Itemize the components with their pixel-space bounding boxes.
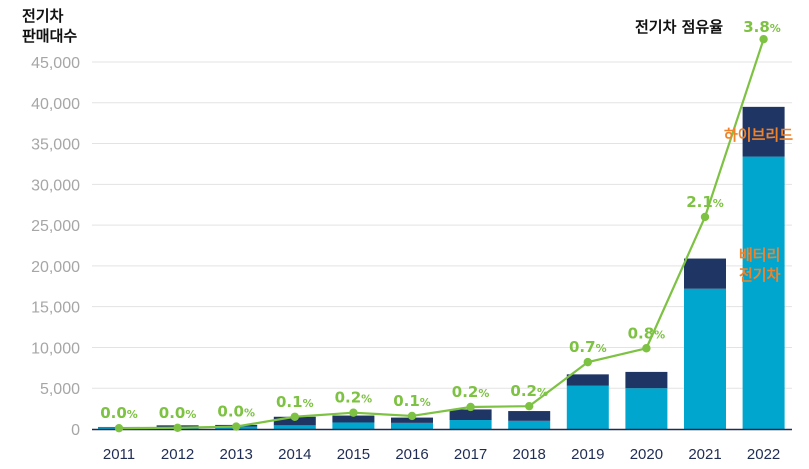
share-label: 0.0%	[100, 404, 138, 422]
hybrid-series-label: 하이브리드	[724, 126, 793, 144]
share-label: 2.1%	[686, 193, 724, 211]
bar-segment	[273, 416, 316, 426]
gridlines	[92, 61, 792, 389]
y-axis-label-line2: 판매대수	[22, 27, 77, 45]
share-label: 0.0%	[217, 403, 255, 421]
share-point	[232, 422, 241, 431]
bar-segment	[273, 425, 316, 429]
bar-segment	[625, 371, 668, 389]
share-point	[642, 344, 651, 353]
x-tick-label: 2018	[513, 446, 546, 463]
y-tick-label: 20,000	[31, 259, 80, 276]
y-tick-label: 30,000	[31, 177, 80, 194]
x-tick-label: 2022	[747, 446, 780, 463]
y-tick-label: 0	[71, 422, 80, 439]
share-label: 0.2%	[452, 383, 490, 401]
bar-segment	[566, 385, 609, 429]
x-tick-label: 2012	[161, 446, 194, 463]
y-tick-label: 10,000	[31, 340, 80, 357]
bar-segment	[391, 417, 433, 423]
share-label: 0.1%	[276, 393, 314, 411]
share-line	[114, 34, 768, 433]
share-point	[583, 357, 592, 367]
bar-segment	[449, 420, 492, 429]
x-axis-ticks: 2011 2012 2013 2014 2015 2016 2017 2018 2019 2020…	[103, 446, 780, 463]
bar-segment	[684, 288, 726, 429]
share-point	[173, 423, 182, 432]
y-tick-label: 25,000	[31, 218, 80, 235]
share-point	[759, 34, 768, 44]
x-tick-label: 2017	[454, 446, 487, 463]
share-label: 3.8%	[743, 18, 781, 36]
x-tick-label: 2014	[278, 446, 311, 463]
share-label: 0.1%	[393, 392, 431, 410]
x-tick-label: 2011	[103, 446, 135, 463]
y-tick-label: 45,000	[31, 55, 80, 72]
bar-segment	[625, 388, 668, 429]
share-labels: 0.0% 0.0% 0.0% 0.1% 0.2% 0.1% 0.2% 0.2% 0.7% 0.8%…	[100, 18, 781, 422]
bar-segment	[332, 422, 375, 429]
y-tick-label: 15,000	[31, 300, 80, 317]
bar-segment	[566, 374, 609, 386]
share-label: 0.2%	[335, 389, 373, 407]
x-tick-label: 2021	[688, 446, 721, 463]
bar-segment	[684, 258, 726, 289]
x-tick-label: 2019	[571, 446, 604, 463]
share-line-path	[118, 38, 765, 430]
share-point	[525, 401, 534, 411]
bev-series-label-line1: 배터리	[739, 246, 780, 264]
y-tick-label: 35,000	[31, 137, 80, 154]
share-label: 0.7%	[569, 338, 607, 356]
bar-segment	[508, 420, 551, 429]
y-axis-label-line1: 전기차	[22, 7, 64, 25]
bar-segment	[391, 422, 433, 429]
share-point	[407, 411, 417, 421]
y-tick-label: 5,000	[40, 381, 80, 398]
share-point	[700, 212, 710, 222]
bar-segment	[742, 106, 785, 157]
share-line-title: 전기차 점유율	[635, 18, 723, 36]
bar-segment	[742, 156, 785, 430]
share-label: 0.2%	[510, 382, 548, 400]
share-label: 0.0%	[159, 404, 197, 422]
share-label: 0.8%	[628, 324, 666, 342]
y-tick-label: 40,000	[31, 96, 80, 113]
share-point	[290, 412, 299, 421]
x-tick-label: 2020	[630, 446, 663, 463]
bev-series-label-line2: 전기차	[739, 266, 781, 284]
bars	[98, 106, 785, 430]
share-point	[466, 402, 475, 412]
y-axis-ticks: 0 5,000 10,000 15,000 20,000 25,000 30,000 35,0…	[31, 55, 80, 439]
share-point	[114, 423, 124, 433]
bar-segment	[508, 411, 551, 421]
x-tick-label: 2016	[395, 446, 428, 463]
bar-segment	[332, 415, 375, 423]
share-point	[349, 408, 358, 417]
x-tick-label: 2013	[220, 446, 253, 463]
x-tick-label: 2015	[337, 446, 370, 463]
bar-segment	[449, 409, 492, 421]
